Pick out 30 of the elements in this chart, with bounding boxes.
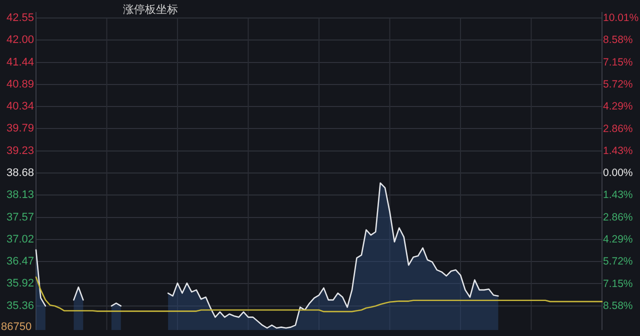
text: 86750 bbox=[1, 321, 32, 333]
y-tick-label: 42.55 bbox=[6, 12, 34, 24]
y-tick-label: 35.36 bbox=[6, 300, 34, 312]
y2-tick-label: 1.43% bbox=[603, 144, 633, 157]
y2-tick-label: 7.15% bbox=[603, 278, 633, 290]
y-tick-label: 42.00 bbox=[6, 34, 34, 46]
y2-tick-label: 0.00% bbox=[603, 167, 633, 180]
y2-tick-label: 5.72% bbox=[603, 78, 633, 90]
y2-tick-label: 8.58% bbox=[603, 34, 633, 46]
y2-tick-label: 5.72% bbox=[603, 256, 633, 268]
y2-tick-label: 10.01% bbox=[603, 12, 639, 24]
y-tick-label: 40.89 bbox=[6, 78, 34, 90]
y-tick-label: 41.44 bbox=[6, 56, 34, 68]
chart-title: 涨停板坐标 bbox=[123, 3, 178, 16]
y-tick-label: 39.23 bbox=[6, 144, 34, 157]
y2-tick-label: 2.86% bbox=[603, 122, 633, 135]
y2-tick-label: 4.29% bbox=[603, 100, 633, 113]
y-tick-label: 39.79 bbox=[6, 122, 34, 135]
y2-tick-label: 1.43% bbox=[603, 189, 633, 202]
y-tick-label: 36.47 bbox=[6, 256, 34, 268]
y2-tick-label: 2.86% bbox=[603, 211, 633, 224]
y2-tick-label: 7.15% bbox=[603, 56, 633, 68]
y-tick-label: 37.57 bbox=[6, 211, 34, 224]
y2-tick-label: 4.29% bbox=[603, 234, 633, 246]
y-tick-label: 38.68 bbox=[6, 167, 34, 179]
y2-tick-label: 8.58% bbox=[603, 300, 633, 312]
y-tick-label: 35.92 bbox=[6, 278, 34, 290]
y-tick-label: 38.13 bbox=[6, 189, 34, 202]
y-tick-label: 37.02 bbox=[6, 233, 34, 246]
y-tick-label: 40.34 bbox=[6, 100, 34, 113]
